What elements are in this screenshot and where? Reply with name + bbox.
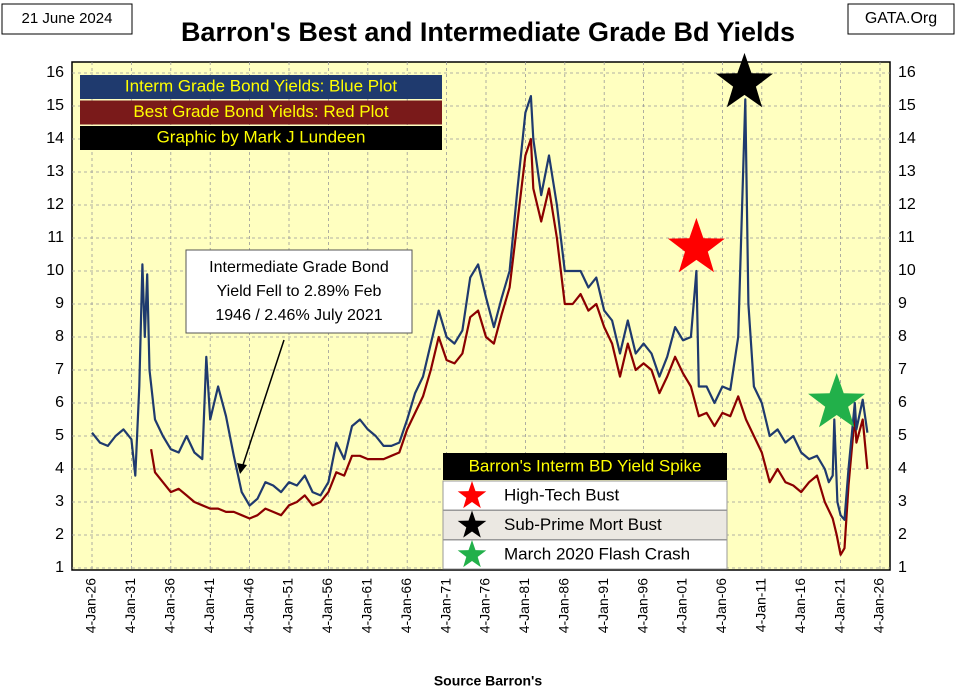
y-tick-label: 9 <box>55 295 64 312</box>
y2-tick-label: 4 <box>898 460 907 477</box>
y2-tick-label: 16 <box>898 64 916 81</box>
spike-legend-label: March 2020 Flash Crash <box>504 544 690 563</box>
y2-tick-label: 2 <box>898 526 907 543</box>
spike-star <box>667 217 725 273</box>
y2-tick-label: 14 <box>898 130 916 147</box>
spike-legend: Barron's Interm BD Yield Spike High-Tech… <box>442 453 728 570</box>
x-tick-label: 4-Jan-26 <box>83 578 99 633</box>
chart-title: Barron's Best and Intermediate Grade Bd … <box>181 17 795 47</box>
y-tick-label: 4 <box>55 460 64 477</box>
annotation-box <box>185 249 413 334</box>
x-tick-label: 4-Jan-91 <box>595 578 611 633</box>
credit: Graphic by Mark J Lundeen <box>157 127 366 146</box>
spike-legend-row <box>442 539 728 570</box>
y2-tick-label: 15 <box>898 97 916 114</box>
y-tick-label: 7 <box>55 361 64 378</box>
x-tick-label: 4-Jan-01 <box>674 578 690 633</box>
series-line <box>91 95 869 521</box>
annotation-line: Yield Fell to 2.89% Feb <box>217 283 382 300</box>
y2-tick-label: 7 <box>898 361 907 378</box>
annotation-arrow <box>241 339 285 469</box>
x-tick-label: 4-Jan-51 <box>280 578 296 633</box>
y-tick-label: 2 <box>55 526 64 543</box>
x-tick-label: 4-Jan-31 <box>122 578 138 633</box>
x-tick-label: 4-Jan-26 <box>871 578 887 633</box>
x-tick-label: 4-Jan-41 <box>201 578 217 633</box>
arrow-head <box>237 463 247 474</box>
date-label: 21 June 2024 <box>22 10 113 27</box>
x-tick-label: 4-Jan-21 <box>831 578 847 633</box>
x-tick-label: 4-Jan-11 <box>753 578 769 632</box>
annotation-line: 1946 / 2.46% July 2021 <box>215 307 382 324</box>
legend-label: Best Grade Bond Yields: Red Plot <box>133 102 388 121</box>
lines <box>91 95 869 556</box>
y-tick-label: 12 <box>46 196 64 213</box>
x-tick-label: 4-Jan-16 <box>792 578 808 633</box>
y2-tick-label: 9 <box>898 295 907 312</box>
y2-tick-label: 13 <box>898 163 916 180</box>
spike-star <box>715 52 773 108</box>
legend-box <box>80 75 442 99</box>
legend-star <box>457 510 487 538</box>
spike-legend-header <box>443 453 727 480</box>
credit-box <box>80 126 442 150</box>
y-tick-label: 10 <box>46 262 64 279</box>
y2-tick-label: 12 <box>898 196 916 213</box>
x-tick-label: 4-Jan-61 <box>359 578 375 633</box>
y2-tick-label: 6 <box>898 394 907 411</box>
y2-tick-label: 10 <box>898 262 916 279</box>
source: Source Barron's <box>434 673 543 689</box>
y-tick-label: 11 <box>47 229 64 246</box>
y2-tick-label: 3 <box>898 493 907 510</box>
x-tick-label: 4-Jan-06 <box>713 578 729 633</box>
y-tick-label: 5 <box>55 427 64 444</box>
y2-tick-label: 5 <box>898 427 907 444</box>
x-tick-label: 4-Jan-96 <box>634 578 650 633</box>
spike-star <box>808 373 866 428</box>
y-tick-label: 8 <box>55 328 64 345</box>
legend-label: Interm Grade Bond Yields: Blue Plot <box>125 76 397 95</box>
legend-star <box>457 481 487 509</box>
legend: Graphic by Mark J Lundeen Interm Grade B… <box>80 75 442 150</box>
spike-legend-title: Barron's Interm BD Yield Spike <box>469 456 702 475</box>
y2-tick-label: 1 <box>898 559 907 576</box>
legend-star <box>457 540 487 568</box>
y-tick-label: 15 <box>46 97 64 114</box>
x-tick-label: 4-Jan-46 <box>240 578 256 633</box>
x-tick-label: 4-Jan-86 <box>556 578 572 633</box>
date-box <box>1 3 133 35</box>
site-label: GATA.Org <box>865 10 937 27</box>
x-tick-label: 4-Jan-76 <box>477 578 493 633</box>
x-tick-label: 4-Jan-81 <box>516 578 532 633</box>
y-tick-label: 14 <box>46 130 64 147</box>
y-tick-label: 3 <box>55 493 64 510</box>
x-tick-label: 4-Jan-36 <box>162 578 178 633</box>
y2-tick-label: 11 <box>898 229 915 246</box>
spike-legend-label: High-Tech Bust <box>504 485 620 504</box>
legend-box <box>80 100 442 125</box>
y-tick-label: 16 <box>46 64 64 81</box>
y-tick-label: 13 <box>46 163 64 180</box>
series-line <box>150 137 869 556</box>
y-tick-label: 1 <box>55 559 64 576</box>
y-tick-label: 6 <box>55 394 64 411</box>
x-tick-label: 4-Jan-66 <box>398 578 414 633</box>
y2-tick-label: 8 <box>898 328 907 345</box>
x-tick-label: 4-Jan-56 <box>319 578 335 633</box>
spike-legend-label: Sub-Prime Mort Bust <box>504 515 662 534</box>
x-tick-label: 4-Jan-71 <box>437 578 453 633</box>
site-box <box>847 3 955 35</box>
annotation-line: Intermediate Grade Bond <box>209 259 389 276</box>
